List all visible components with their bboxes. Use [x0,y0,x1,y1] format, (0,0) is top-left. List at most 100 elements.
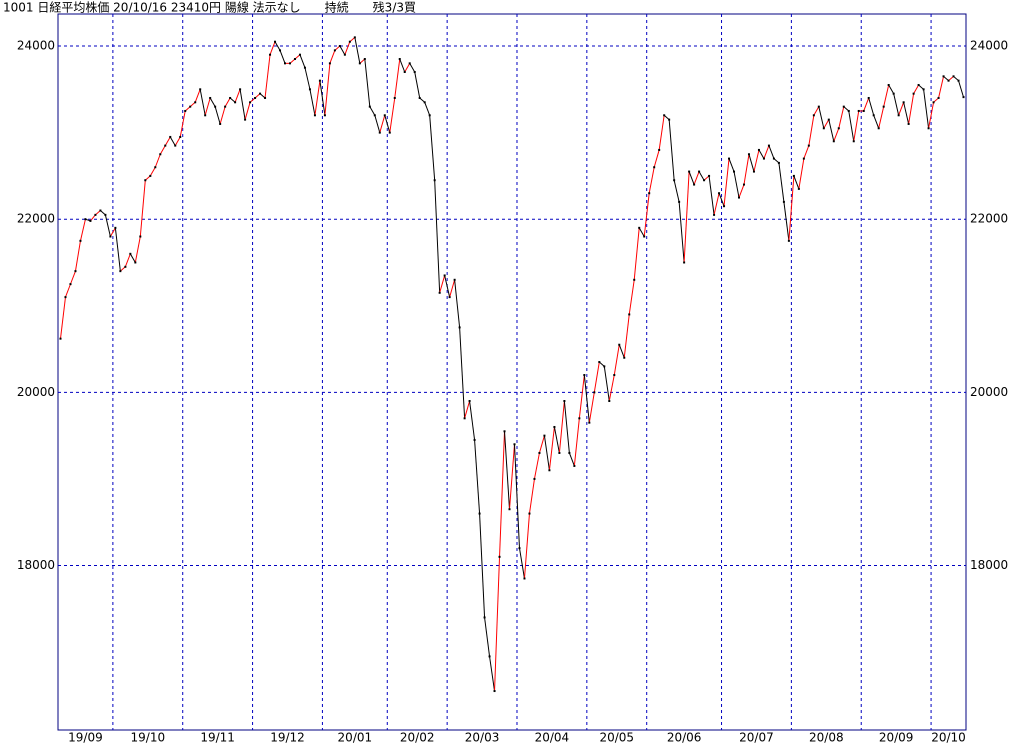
line-segment [928,102,935,129]
data-point [807,144,810,147]
data-point [832,140,835,143]
line-segment [693,171,700,185]
data-point [94,213,97,216]
y-tick-label: 24000 [17,39,55,53]
data-point [64,296,67,299]
line-segment [563,400,570,453]
line-segment [209,97,216,107]
data-point [483,616,486,619]
data-point [468,400,471,403]
line-segment [868,97,875,116]
data-point [79,239,82,242]
line-segment [314,80,321,116]
line-segment [863,97,870,112]
data-point [912,92,915,95]
data-point [119,270,122,273]
line-segment [479,513,486,618]
line-segment [763,145,770,159]
line-segment [424,102,431,116]
line-segment [239,89,246,120]
line-segment [504,431,511,510]
line-segment [279,50,286,64]
line-segment [109,227,116,237]
line-segment [573,418,580,466]
data-point [922,88,925,91]
data-point [817,105,820,108]
line-segment [888,84,895,94]
data-point [383,114,386,117]
data-point [488,655,491,658]
line-segment [214,106,221,125]
line-segment [623,314,630,358]
line-segment [668,119,675,181]
data-point [99,209,102,212]
data-point [613,374,616,377]
data-point [214,105,217,108]
line-segment [898,102,905,116]
data-point [84,218,87,221]
y-tick-label: 22000 [17,212,55,226]
data-point [443,274,446,277]
data-point [493,690,496,693]
line-segment [194,89,201,103]
data-point [333,49,336,52]
data-point [303,66,306,69]
data-point [428,114,431,117]
data-point [663,114,666,117]
data-point [573,464,576,467]
line-segment [274,41,281,51]
data-point [259,92,262,95]
data-point [199,88,202,91]
data-point [782,200,785,203]
line-segment [364,58,371,107]
y-tick-label: 18000 [17,558,55,572]
line-segment [459,327,466,419]
data-point [932,101,935,104]
line-segment [743,154,750,185]
data-point [528,512,531,515]
data-point [792,174,795,177]
data-point [194,101,197,104]
data-point [109,235,112,238]
line-segment [414,71,421,99]
data-point [718,192,721,195]
data-point [179,135,182,138]
data-point [842,105,845,108]
data-point [772,157,775,160]
data-point [363,58,366,61]
line-segment [758,149,765,159]
x-tick-label: 20/02 [400,731,435,745]
line-segment [698,171,705,181]
data-point [249,101,252,104]
line-segment [304,67,311,90]
line-segment [464,400,471,419]
line-segment [593,361,600,393]
data-point [907,122,910,125]
line-segment [578,374,585,419]
data-point [558,451,561,454]
data-point [713,213,716,216]
data-point [308,88,311,91]
line-segment [883,84,890,107]
line-segment [878,106,885,129]
line-segment [224,97,231,107]
line-segment [219,106,226,125]
data-point [738,196,740,199]
line-segment [608,374,615,402]
y2-tick-label: 20000 [970,385,1008,399]
data-point [74,270,77,273]
line-segment [913,84,920,94]
data-point [538,451,541,454]
line-segment [379,115,386,133]
data-point [69,283,72,286]
data-point [403,71,406,74]
line-segment [513,444,520,549]
x-tick-label: 20/09 [879,731,914,745]
x-tick-label: 20/10 [931,731,966,745]
line-segment [833,128,840,142]
plot-frame [57,13,967,731]
data-point [593,391,596,394]
line-segment [733,171,740,198]
data-point [368,105,371,108]
data-point [129,252,132,255]
